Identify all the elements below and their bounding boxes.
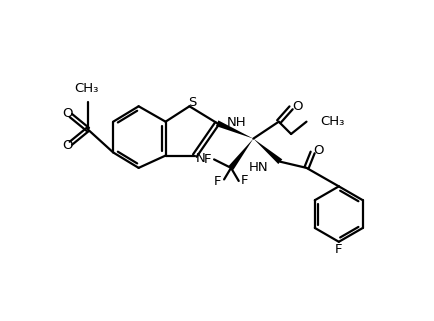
Text: S: S xyxy=(188,96,196,109)
Text: F: F xyxy=(204,153,211,166)
Polygon shape xyxy=(228,139,253,170)
Text: CH₃: CH₃ xyxy=(74,82,98,95)
Text: O: O xyxy=(62,139,72,152)
Text: N: N xyxy=(195,152,204,165)
Text: F: F xyxy=(214,175,221,188)
Polygon shape xyxy=(215,120,253,139)
Text: HN: HN xyxy=(249,161,268,174)
Text: O: O xyxy=(312,144,322,157)
Text: F: F xyxy=(334,243,342,256)
Text: F: F xyxy=(240,175,247,187)
Text: O: O xyxy=(62,107,72,120)
Polygon shape xyxy=(253,139,282,164)
Text: NH: NH xyxy=(227,116,246,129)
Text: O: O xyxy=(291,100,302,113)
Text: CH₃: CH₃ xyxy=(319,115,344,128)
